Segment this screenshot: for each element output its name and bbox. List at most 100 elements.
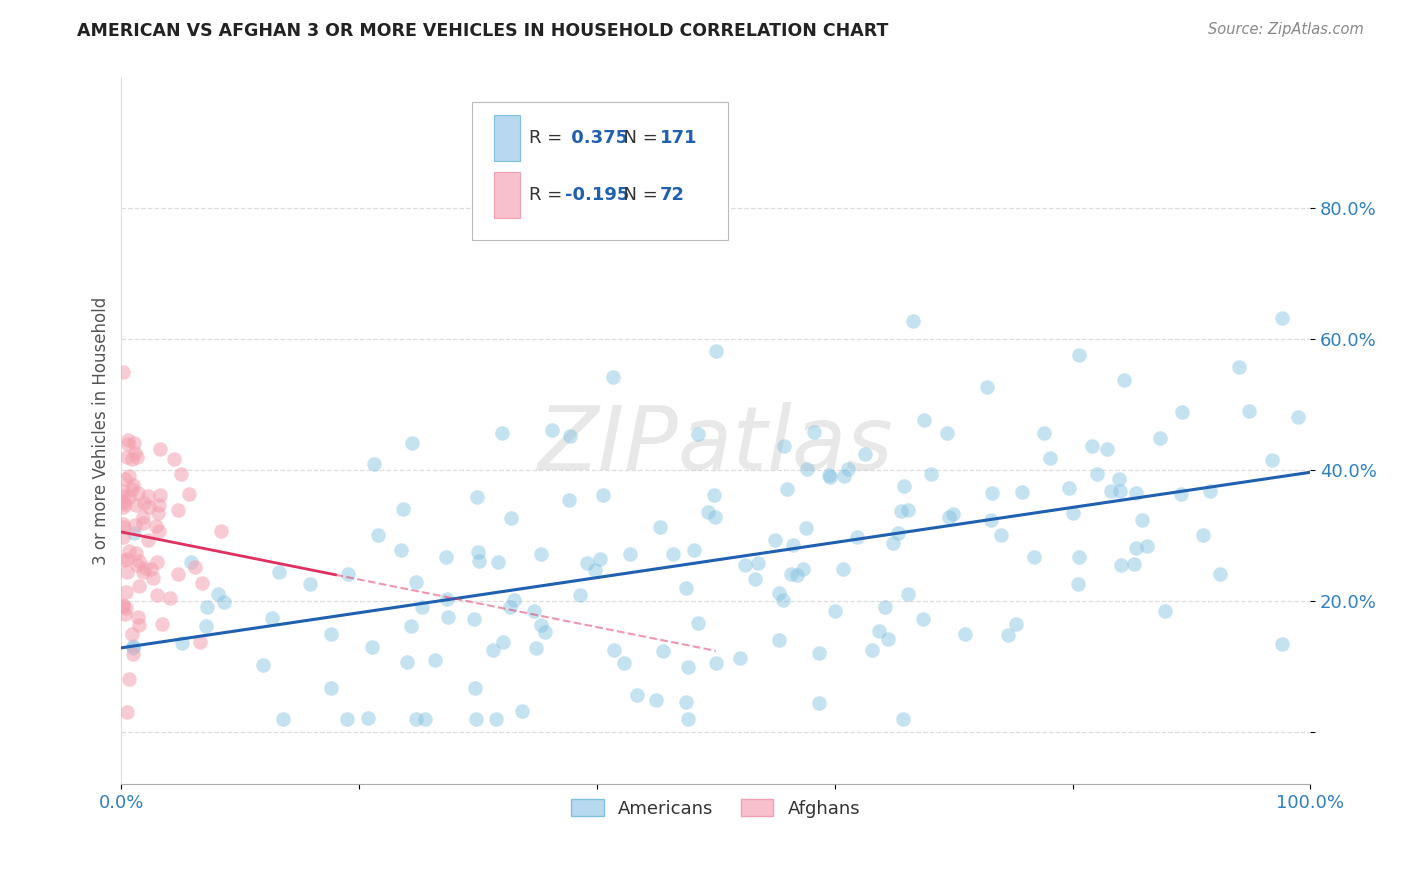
Point (589, 552, 612, 566)
Point (170, 467, 193, 482)
Point (1022, 550, 1045, 565)
Point (188, 635, 211, 649)
Point (262, 611, 284, 625)
Point (481, 642, 503, 657)
Point (893, 479, 915, 493)
Point (768, 586, 790, 600)
Text: ZIPatlas: ZIPatlas (538, 402, 894, 488)
Text: N =: N = (613, 186, 664, 204)
Point (139, 561, 162, 575)
Point (319, 681, 342, 695)
Text: 171: 171 (659, 129, 697, 147)
Point (675, 581, 697, 595)
Point (361, 640, 384, 654)
Point (675, 694, 697, 708)
Point (121, 452, 143, 467)
Point (853, 447, 876, 461)
Point (1288, 409, 1310, 424)
Point (114, 607, 136, 622)
Point (846, 530, 869, 544)
Point (485, 712, 508, 726)
Point (357, 711, 380, 725)
Point (1033, 426, 1056, 441)
Point (882, 535, 904, 549)
Point (796, 462, 818, 476)
Point (195, 600, 218, 615)
Point (897, 586, 920, 600)
Point (122, 436, 145, 450)
Point (523, 604, 546, 618)
Point (1170, 486, 1192, 500)
Point (997, 627, 1019, 641)
Point (808, 696, 831, 710)
Point (703, 487, 725, 501)
Point (367, 528, 389, 542)
Point (464, 681, 486, 696)
Point (602, 370, 624, 384)
Point (1085, 467, 1108, 481)
Point (868, 624, 890, 638)
Point (990, 528, 1012, 542)
Point (115, 601, 138, 615)
Point (1066, 576, 1088, 591)
Point (132, 516, 155, 530)
Text: Source: ZipAtlas.com: Source: ZipAtlas.com (1208, 22, 1364, 37)
Point (167, 566, 190, 581)
Point (1271, 637, 1294, 651)
Point (467, 491, 489, 505)
Point (138, 489, 160, 503)
Text: -0.195: -0.195 (565, 186, 630, 204)
Point (252, 658, 274, 673)
Point (530, 548, 553, 562)
Point (436, 591, 458, 606)
Point (832, 469, 855, 483)
Point (149, 488, 172, 502)
Point (399, 618, 422, 632)
Point (209, 524, 232, 538)
FancyBboxPatch shape (494, 115, 520, 161)
Point (891, 712, 914, 726)
Point (492, 635, 515, 649)
Point (1271, 310, 1294, 325)
Point (114, 497, 136, 511)
Point (938, 510, 960, 524)
Text: 0.375: 0.375 (565, 129, 628, 147)
Point (704, 343, 727, 358)
Point (321, 627, 343, 641)
Point (122, 640, 145, 655)
Point (115, 552, 138, 566)
Point (111, 516, 134, 531)
Point (1067, 348, 1090, 362)
Point (118, 491, 141, 505)
Point (132, 495, 155, 509)
Text: 72: 72 (659, 186, 685, 204)
Point (912, 612, 935, 626)
Point (920, 467, 942, 482)
Point (786, 568, 808, 582)
Point (115, 585, 138, 599)
Point (122, 640, 145, 654)
Point (491, 425, 513, 440)
Point (1199, 483, 1222, 498)
Point (436, 609, 458, 624)
Text: R =: R = (529, 129, 568, 147)
Point (776, 483, 799, 497)
Point (363, 457, 385, 471)
Point (1149, 431, 1171, 445)
Point (953, 627, 976, 641)
Point (648, 519, 671, 533)
Point (195, 619, 218, 633)
Point (118, 672, 141, 686)
Point (136, 533, 159, 548)
Point (124, 446, 146, 460)
Point (772, 592, 794, 607)
Point (1171, 405, 1194, 419)
Point (115, 566, 138, 580)
Point (122, 525, 145, 540)
Text: N =: N = (613, 129, 664, 147)
Point (763, 533, 786, 547)
Point (862, 643, 884, 657)
Point (267, 565, 290, 579)
Point (112, 552, 135, 566)
Point (273, 712, 295, 726)
